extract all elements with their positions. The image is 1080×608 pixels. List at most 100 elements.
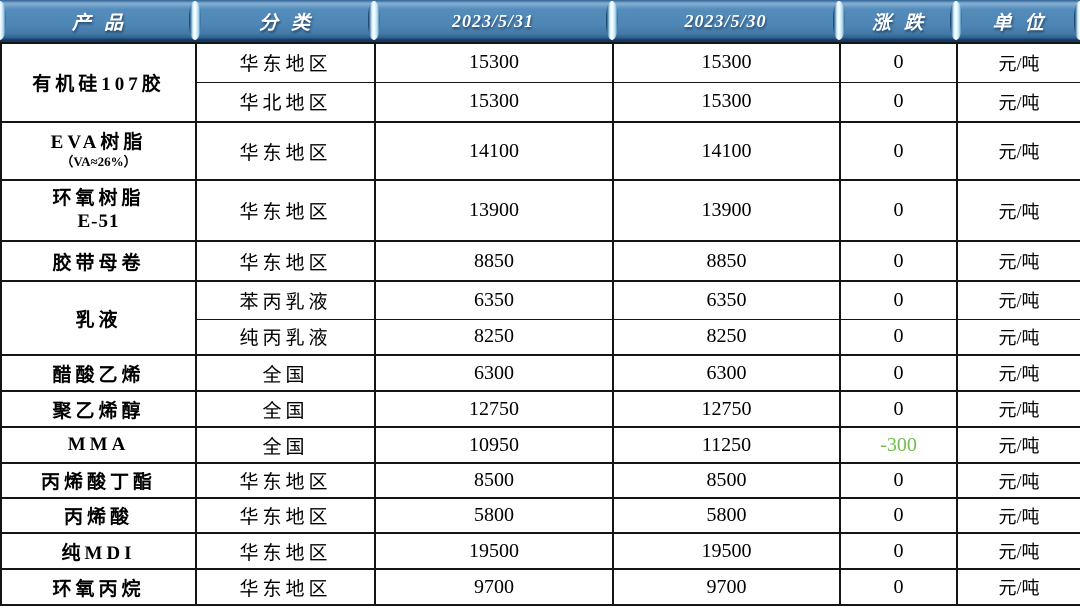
- table-row: 丙烯酸 华东地区 5800 5800 0 元/吨: [0, 497, 1080, 534]
- table-row: 环氧丙烷 华东地区 9700 9700 0 元/吨: [0, 568, 1080, 606]
- change-cell: 0: [839, 568, 958, 606]
- category-cell: 华东地区: [195, 179, 376, 242]
- unit-cell: 元/吨: [956, 390, 1080, 428]
- category-cell: 华东地区: [195, 532, 376, 570]
- table-row: 聚乙烯醇 全国 12750 12750 0 元/吨: [0, 390, 1080, 428]
- change-cell: 0: [839, 42, 958, 83]
- price-0530-cell: 8250: [612, 318, 841, 356]
- change-cell: 0: [839, 240, 958, 282]
- change-cell: 0: [839, 354, 958, 392]
- change-cell: 0: [839, 280, 958, 320]
- table-row: 丙烯酸丁酯 华东地区 8500 8500 0 元/吨: [0, 462, 1080, 499]
- unit-cell: 元/吨: [956, 426, 1080, 464]
- table-row: 乳液 苯丙乳液 6350 6350 0 元/吨: [0, 280, 1080, 356]
- price-0531-cell: 15300: [374, 81, 614, 123]
- product-cell: 环氧丙烷: [0, 568, 197, 606]
- table-row: 有机硅107胶 华东地区 15300 15300 0 元/吨: [0, 42, 1080, 123]
- change-cell: 0: [839, 532, 958, 570]
- category-cell: 华东地区: [195, 497, 376, 534]
- product-cell: 丙烯酸: [0, 497, 197, 534]
- header-change-label: 涨跌: [871, 12, 936, 34]
- unit-cell: 元/吨: [956, 42, 1080, 83]
- category-cell: 华东地区: [195, 568, 376, 606]
- price-0530-cell: 15300: [612, 42, 841, 83]
- price-0530-cell: 14100: [612, 121, 841, 181]
- table-row: 纯丙乳液 8250 8250 0 元/吨: [1, 318, 1080, 356]
- change-cell-negative: -300: [839, 426, 958, 464]
- unit-cell: 元/吨: [956, 179, 1080, 242]
- price-table: 有机硅107胶 华东地区 15300 15300 0 元/吨 华北地区 1530…: [0, 42, 1080, 606]
- header-unit: 单位: [950, 0, 1080, 42]
- price-0530-cell: 6300: [612, 354, 841, 392]
- price-0531-cell: 6300: [374, 354, 614, 392]
- category-cell: 全国: [195, 354, 376, 392]
- header-unit-label: 单位: [992, 12, 1057, 34]
- product-cell: 有机硅107胶: [0, 42, 197, 123]
- price-0530-cell: 15300: [612, 81, 841, 123]
- product-cell: 环氧树脂 E-51: [0, 179, 197, 242]
- category-cell: 苯丙乳液: [195, 280, 376, 320]
- change-cell: 0: [839, 497, 958, 534]
- unit-cell: 元/吨: [956, 532, 1080, 570]
- unit-cell: 元/吨: [956, 497, 1080, 534]
- change-cell: 0: [839, 81, 958, 123]
- unit-cell: 元/吨: [956, 354, 1080, 392]
- price-0531-cell: 14100: [374, 121, 614, 181]
- price-0531-cell: 8500: [374, 462, 614, 499]
- price-0530-cell: 11250: [612, 426, 841, 464]
- change-cell: 0: [839, 390, 958, 428]
- price-0530-cell: 8850: [612, 240, 841, 282]
- table-row: 胶带母卷 华东地区 8850 8850 0 元/吨: [0, 240, 1080, 282]
- unit-cell: 元/吨: [956, 81, 1080, 123]
- category-cell: 全国: [195, 426, 376, 464]
- change-cell: 0: [839, 121, 958, 181]
- unit-cell: 元/吨: [956, 280, 1080, 320]
- price-0531-cell: 6350: [374, 280, 614, 320]
- table-row: EVA树脂 （VA≈26%） 华东地区 14100 14100 0 元/吨: [0, 121, 1080, 181]
- price-0530-cell: 5800: [612, 497, 841, 534]
- header-date-0530: 2023/5/30: [606, 0, 839, 42]
- product-cell: 乳液: [0, 280, 197, 356]
- price-0530-cell: 8500: [612, 462, 841, 499]
- unit-cell: 元/吨: [956, 121, 1080, 181]
- change-cell: 0: [839, 462, 958, 499]
- category-cell: 纯丙乳液: [195, 318, 376, 356]
- price-0531-cell: 5800: [374, 497, 614, 534]
- price-0531-cell: 19500: [374, 532, 614, 570]
- price-0530-cell: 19500: [612, 532, 841, 570]
- price-0531-cell: 8850: [374, 240, 614, 282]
- product-cell: MMA: [0, 426, 197, 464]
- header-change: 涨跌: [833, 0, 956, 42]
- category-cell: 全国: [195, 390, 376, 428]
- table-row: 环氧树脂 E-51 华东地区 13900 13900 0 元/吨: [0, 179, 1080, 242]
- price-0531-cell: 12750: [374, 390, 614, 428]
- table-header: 产品 分类 2023/5/31 2023/5/30 涨跌 单位: [0, 0, 1080, 42]
- header-category-label: 分类: [258, 12, 323, 34]
- table-row: 醋酸乙烯 全国 6300 6300 0 元/吨: [0, 354, 1080, 392]
- header-product: 产品: [0, 0, 195, 42]
- category-cell: 华东地区: [195, 42, 376, 83]
- product-cell: EVA树脂 （VA≈26%）: [0, 121, 197, 181]
- price-0531-cell: 10950: [374, 426, 614, 464]
- category-cell: 华东地区: [195, 462, 376, 499]
- category-cell: 华东地区: [195, 121, 376, 181]
- price-0530-cell: 6350: [612, 280, 841, 320]
- unit-cell: 元/吨: [956, 462, 1080, 499]
- table-row: 华北地区 15300 15300 0 元/吨: [1, 81, 1080, 123]
- product-cell: 聚乙烯醇: [0, 390, 197, 428]
- price-0530-cell: 9700: [612, 568, 841, 606]
- header-date-0530-label: 2023/5/30: [684, 10, 767, 31]
- price-0530-cell: 13900: [612, 179, 841, 242]
- header-date-0531-label: 2023/5/31: [451, 10, 534, 31]
- product-cell: 纯MDI: [0, 532, 197, 570]
- change-cell: 0: [839, 318, 958, 356]
- table-row: 纯MDI 华东地区 19500 19500 0 元/吨: [0, 532, 1080, 570]
- unit-cell: 元/吨: [956, 240, 1080, 282]
- price-0531-cell: 9700: [374, 568, 614, 606]
- price-0531-cell: 15300: [374, 42, 614, 83]
- change-cell: 0: [839, 179, 958, 242]
- category-cell: 华东地区: [195, 240, 376, 282]
- price-0531-cell: 8250: [374, 318, 614, 356]
- header-product-label: 产品: [71, 12, 136, 34]
